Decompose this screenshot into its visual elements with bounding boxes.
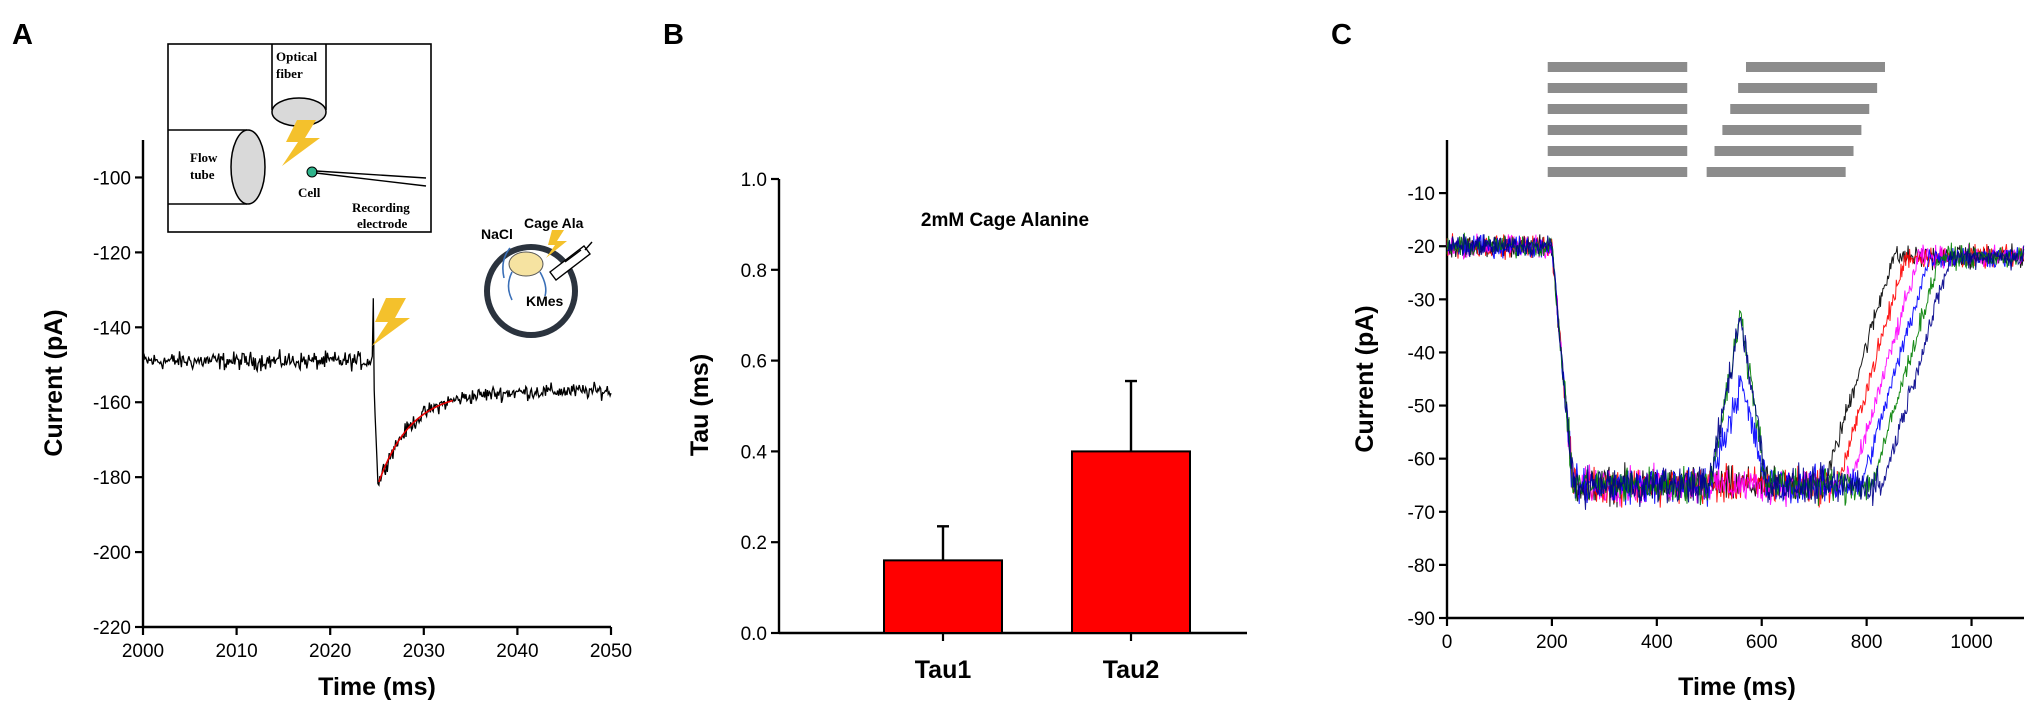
panel-b-category-label: Tau1 <box>915 656 972 684</box>
panel-a-x-tick-label: 2030 <box>403 641 445 662</box>
protocol-bar-first <box>1547 83 1688 93</box>
panel-label-a: A <box>12 19 33 51</box>
panel-c-y-axis-label: Current (pA) <box>1351 305 1379 452</box>
panel-a-y-tick-label: -200 <box>93 543 131 564</box>
cell-flash-bolt-icon <box>546 230 567 258</box>
panel-c-y-tick-label: -40 <box>1408 343 1435 364</box>
protocol-bar-first <box>1547 104 1688 114</box>
panel-c-y-tick-label: -90 <box>1408 609 1435 630</box>
panel-b-y-tick-label: 1.0 <box>741 170 767 191</box>
panel-c-y-tick-label: -50 <box>1408 397 1435 418</box>
panel-b-y-tick-label: 0.4 <box>741 442 768 463</box>
panel-a-x-tick-label: 2040 <box>496 641 538 662</box>
cage-ala-label: Cage Ala <box>524 215 584 231</box>
panel-a-y-tick-label: -140 <box>93 318 131 339</box>
panel-b-category-label: Tau2 <box>1103 656 1160 684</box>
protocol-bar-first <box>1547 125 1688 135</box>
panel-b-y-axis-label: Tau (ms) <box>686 354 714 456</box>
protocol-bar-second <box>1714 146 1854 156</box>
kmes-label: KMes <box>526 293 564 309</box>
panel-c-x-tick-label: 0 <box>1442 632 1453 653</box>
panel-a-x-tick-label: 2000 <box>122 641 164 662</box>
protocol-bar-first <box>1547 167 1688 177</box>
cell-schematic: NaCl Cage Ala KMes <box>481 215 593 338</box>
panel-c-trace <box>1446 234 2025 508</box>
panel-c-trace <box>1446 232 2025 506</box>
bar-tau1 <box>883 559 1003 634</box>
panel-a-y-tick-label: -180 <box>93 468 131 489</box>
pipette-icon <box>549 245 591 281</box>
panel-c-trace <box>1446 234 2025 507</box>
protocol-bar-first <box>1547 146 1688 156</box>
protocol-bar-second <box>1706 167 1846 177</box>
panel-c-x-tick-label: 1000 <box>1950 632 1992 653</box>
inset-flash-bolt-icon <box>282 120 320 166</box>
panel-c-trace <box>1446 233 2025 508</box>
panel-c-x-axis-label: Time (ms) <box>1678 673 1796 701</box>
protocol-bar-second <box>1738 83 1878 93</box>
panel-a-y-tick-label: -100 <box>93 168 131 189</box>
panel-b-chart: 0.0 0.2 0.4 0.6 0.8 1.0 Tau1 Tau2 Tau (ms) 2mM… <box>686 170 1247 684</box>
flow-tube-opening-icon <box>230 129 266 205</box>
panel-a-exponential-fit <box>378 399 454 483</box>
flow-tube-label-1: Flow <box>190 150 218 165</box>
panel-c-chart: 0 200 400 600 800 1000 -90 -80 -70 -60 -50 -40 -30 -2… <box>1351 62 2025 701</box>
panel-c-x-tick-label: 200 <box>1536 632 1568 653</box>
panel-label-c: C <box>1331 19 1352 51</box>
panel-a-x-tick-label: 2050 <box>590 641 632 662</box>
panel-c-x-tick-label: 400 <box>1641 632 1673 653</box>
panel-c-y-tick-label: -60 <box>1408 450 1435 471</box>
protocol-bar-second <box>1730 104 1870 114</box>
patch-icon <box>508 251 544 277</box>
panel-b-annotation: 2mM Cage Alanine <box>921 210 1089 231</box>
setup-inset: Optical fiber Flow tube Cell Recording e… <box>167 43 432 233</box>
panel-c-y-tick-label: -30 <box>1408 290 1435 311</box>
cell-icon <box>306 166 318 178</box>
electrode-label-2: electrode <box>357 216 408 231</box>
cell-label: Cell <box>298 185 321 200</box>
panel-c-y-tick-label: -80 <box>1408 556 1435 577</box>
panel-b-y-tick-label: 0.6 <box>741 352 767 373</box>
panel-a-y-tick-label: -120 <box>93 243 131 264</box>
bar-tau2 <box>1071 450 1191 634</box>
panel-c-y-tick-label: -20 <box>1408 237 1435 258</box>
panel-c-x-tick-label: 800 <box>1851 632 1883 653</box>
panel-a-y-tick-label: -160 <box>93 393 131 414</box>
panel-c-x-tick-label: 600 <box>1746 632 1778 653</box>
electrode-label-1: Recording <box>352 200 410 215</box>
panel-a-y-tick-label: -220 <box>93 618 131 639</box>
nacl-label: NaCl <box>481 226 513 242</box>
panel-b-y-tick-label: 0.0 <box>741 624 767 645</box>
panel-c-trace <box>1446 234 2025 510</box>
optical-fiber-label-1: Optical <box>276 49 318 64</box>
panel-label-b: B <box>663 19 684 51</box>
panel-c-y-tick-label: -70 <box>1408 503 1435 524</box>
panel-a-x-tick-label: 2010 <box>215 641 257 662</box>
protocol-bar-second <box>1745 62 1885 72</box>
flow-tube-label-2: tube <box>190 167 215 182</box>
panel-a-chart: 2000 2010 2020 2030 2040 2050 -220 -200 -180 -160… <box>40 43 632 701</box>
protocol-bar-second <box>1722 125 1862 135</box>
panel-a-current-trace <box>142 298 612 487</box>
optical-fiber-label-2: fiber <box>276 66 303 81</box>
protocol-bar-first <box>1547 62 1688 72</box>
flash-bolt-icon <box>372 298 410 346</box>
panel-a-x-tick-label: 2020 <box>309 641 351 662</box>
panel-b-y-tick-label: 0.2 <box>741 533 767 554</box>
panel-a-x-axis-label: Time (ms) <box>318 673 436 701</box>
panel-a-y-axis-label: Current (pA) <box>40 309 68 456</box>
panel-c-y-tick-label: -10 <box>1408 184 1435 205</box>
panel-c-trace <box>1446 233 2025 508</box>
panel-b-y-tick-label: 0.8 <box>741 261 767 282</box>
